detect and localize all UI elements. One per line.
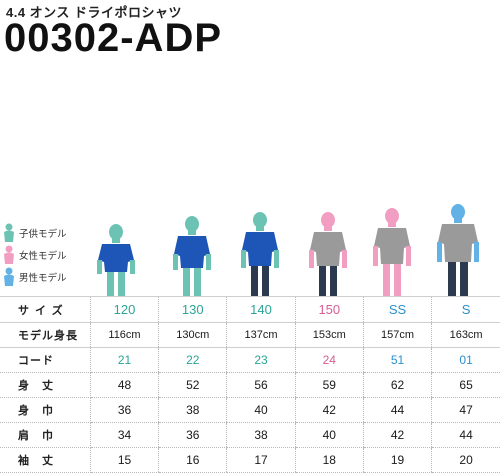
measurement-cell: 19 [362,447,432,473]
measurement-cell: 34 [89,422,159,448]
code-cell: 21 [89,347,159,373]
model-height-cell: 137cm [226,322,296,348]
legend-item-male: 男性モデル [2,266,92,288]
size-table: サイズ 120 130 140 150 SS S モデル身長 116cm 130… [0,296,500,473]
child-model-120-figure [97,224,135,296]
measurement-cell: 36 [158,422,227,448]
measurement-cell: 56 [226,372,296,398]
measurement-cell: 59 [294,372,364,398]
code-cell: 51 [362,347,432,373]
legend-item-female: 女性モデル [2,244,92,266]
size-cell: 140 [226,296,296,323]
measurement-cell: 17 [226,447,296,473]
measurement-cell: 52 [158,372,227,398]
measurement-cell: 62 [362,372,432,398]
measurement-cell: 44 [362,397,432,423]
measurement-cell: 40 [294,422,364,448]
size-label: サイズ [0,296,91,323]
model-height-cell: 116cm [89,322,159,348]
code-cell: 24 [294,347,364,373]
size-cell: 150 [294,296,364,323]
measurement-cell: 42 [362,422,432,448]
measurement-cell: 36 [89,397,159,423]
female-figure-icon [4,245,14,264]
code-label: コード [0,347,91,373]
body-width-row: 身 巾 36 38 40 42 44 47 [0,397,500,423]
model-height-row: モデル身長 116cm 130cm 137cm 153cm 157cm 163c… [0,322,500,348]
shoulder-width-label: 肩 巾 [0,422,91,448]
model-legend: 子供モデル 女性モデル 男性モデル [2,222,92,288]
male-model-s-figure [437,204,479,296]
sleeve-length-row: 袖 丈 15 16 17 18 19 20 [0,447,500,473]
model-height-cell: 130cm [158,322,227,348]
measurement-cell: 18 [294,447,364,473]
code-cell: 23 [226,347,296,373]
shoulder-width-row: 肩 巾 34 36 38 40 42 44 [0,422,500,448]
size-row: サイズ 120 130 140 150 SS S [0,296,500,323]
body-length-label: 身 丈 [0,372,91,398]
measurement-cell: 47 [431,397,500,423]
measurement-cell: 38 [158,397,227,423]
measurement-cell: 42 [294,397,364,423]
measurement-cell: 15 [89,447,159,473]
code-cell: 22 [158,347,227,373]
male-figure-icon [4,267,14,286]
measurement-cell: 48 [89,372,159,398]
female-model-150-figure [309,212,347,296]
legend-label: 女性モデル [19,251,67,262]
child-model-140-figure [241,212,279,296]
measurement-cell: 44 [431,422,500,448]
product-code: 00302-ADP [4,16,223,60]
measurement-cell: 16 [158,447,227,473]
measurement-cell: 20 [431,447,500,473]
model-figures [88,204,500,296]
measurement-cell: 40 [226,397,296,423]
male-model-ss-figure [373,208,411,296]
measurement-cell: 65 [431,372,500,398]
legend-item-child: 子供モデル [2,222,92,244]
body-width-label: 身 巾 [0,397,91,423]
code-cell: 01 [431,347,500,373]
size-cell: 130 [158,296,227,323]
size-cell: S [431,296,500,323]
measurement-cell: 38 [226,422,296,448]
size-cell: 120 [89,296,159,323]
model-height-cell: 157cm [362,322,432,348]
legend-label: 男性モデル [19,273,67,284]
legend-label: 子供モデル [19,229,67,240]
child-model-130-figure [173,216,211,296]
sleeve-length-label: 袖 丈 [0,447,91,473]
model-height-cell: 153cm [294,322,364,348]
model-height-cell: 163cm [431,322,500,348]
body-length-row: 身 丈 48 52 56 59 62 65 [0,372,500,398]
child-figure-icon [4,223,14,242]
code-row: コード 21 22 23 24 51 01 [0,347,500,373]
model-height-label: モデル身長 [0,322,91,348]
product-subtitle: 4.4 オンス ドライポロシャツ [6,5,183,20]
size-cell: SS [362,296,432,323]
